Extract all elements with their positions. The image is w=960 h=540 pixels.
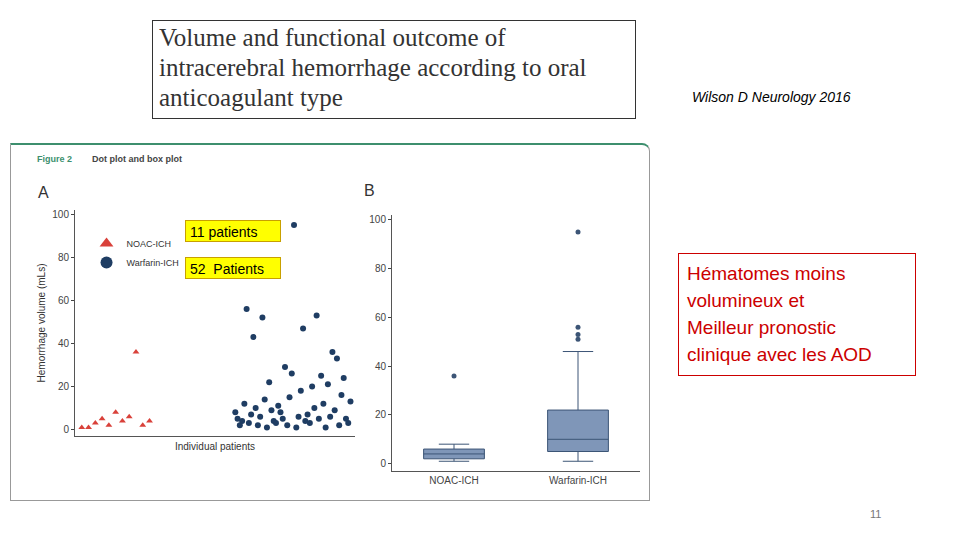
svg-text:Individual patients: Individual patients: [175, 441, 255, 452]
html-text:Hématomes moins: Hématomes moins: [687, 263, 846, 284]
html-text:anticoagulant type: anticoagulant type: [159, 84, 343, 111]
html-text:clinique avec les AOD: clinique avec les AOD: [687, 344, 872, 365]
svg-text:Warfarin-ICH: Warfarin-ICH: [127, 258, 179, 268]
html-text:52 Patients: 52 Patients: [190, 261, 264, 277]
svg-text:100: 100: [52, 209, 69, 220]
svg-text:Warfarin-ICH: Warfarin-ICH: [549, 475, 607, 486]
svg-text:NOAC-ICH: NOAC-ICH: [127, 239, 171, 249]
svg-text:40: 40: [58, 338, 70, 349]
html-text:volumineux et: volumineux et: [687, 290, 805, 311]
html-text:Dot plot and box plot: Dot plot and box plot: [92, 154, 182, 164]
svg-text:60: 60: [375, 312, 387, 323]
svg-text:80: 80: [375, 263, 387, 274]
html-text:A: A: [38, 184, 49, 201]
html-text:Wilson D Neurology 2016: Wilson D Neurology 2016: [692, 89, 851, 105]
html-text:Meilleur pronostic: Meilleur pronostic: [687, 317, 836, 338]
svg-text:60: 60: [58, 295, 70, 306]
svg-text:40: 40: [375, 361, 387, 372]
html-text:11: 11: [870, 508, 882, 520]
html-text:Figure 2: Figure 2: [37, 154, 72, 164]
svg-text:20: 20: [375, 409, 387, 420]
svg-text:80: 80: [58, 252, 70, 263]
html-text:intracerebral hemorrhage accor: intracerebral hemorrhage according to or…: [159, 54, 587, 81]
html-text:B: B: [364, 182, 375, 199]
html-text:Volume and functional outcome: Volume and functional outcome of: [159, 24, 506, 51]
svg-text:100: 100: [369, 214, 386, 225]
svg-text:20: 20: [58, 381, 70, 392]
svg-text:0: 0: [63, 424, 69, 435]
html-text:11 patients: 11 patients: [190, 224, 258, 240]
svg-text:NOAC-ICH: NOAC-ICH: [429, 475, 478, 486]
svg-text:0: 0: [380, 458, 386, 469]
svg-text:Hemorrhage volume (mLs): Hemorrhage volume (mLs): [36, 264, 47, 383]
